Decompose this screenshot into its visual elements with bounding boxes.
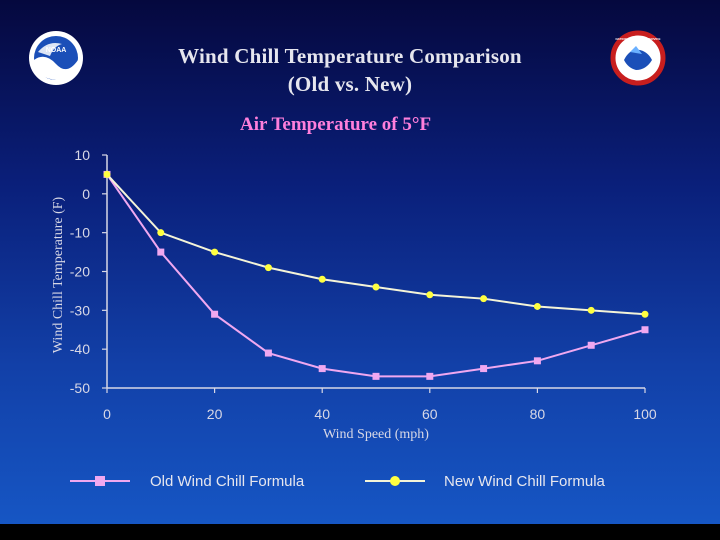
data-point-square [211,310,219,318]
x-axis-label: Wind Speed (mph) [323,427,429,442]
data-point-square [641,326,649,334]
chart-title-line1: Wind Chill Temperature Comparison [178,44,522,68]
data-point-square [587,341,595,349]
data-point-square [426,372,434,380]
data-point-circle [103,170,111,178]
legend-item-new: New Wind Chill Formula [365,473,606,490]
x-tick-label: 60 [422,406,438,422]
data-point-circle [533,302,541,310]
data-point-circle [318,275,326,283]
y-tick-label: -20 [70,264,90,280]
data-point-circle [587,306,595,314]
y-axis-label: Wind Chill Temperature (F) [51,196,66,353]
x-tick-label: 100 [633,406,657,422]
x-tick-label: 20 [207,406,223,422]
legend-label: Old Wind Chill Formula [150,473,305,490]
y-tick-label: -50 [70,380,90,396]
y-tick-label: -30 [70,302,90,318]
chart-axes: 100-10-20-30-40-500 20 40 60 80 100 [70,147,657,422]
series-line [106,173,646,378]
nws-logo: NATIONAL WEATHER SERVICE [610,30,666,86]
x-tick-label: 80 [530,406,546,422]
chart-subtitle: Air Temperature of 5°F [240,114,432,135]
y-tick-label: 0 [82,186,90,202]
data-point-square [480,365,488,373]
noaa-logo: NOAA [29,31,83,85]
nws-logo-text: NATIONAL WEATHER SERVICE [616,37,661,41]
series-old [103,170,649,380]
legend-marker-circle [390,476,400,486]
data-point-square [372,372,380,380]
chart-legend: Old Wind Chill Formula New Wind Chill For… [70,473,606,490]
data-point-circle [211,248,219,256]
series-line [106,173,646,316]
y-tick-label: -10 [70,225,90,241]
x-tick-label: 0 [103,406,111,422]
y-tick-label: 10 [74,147,90,163]
noaa-logo-text: NOAA [46,47,67,54]
data-point-circle [264,264,272,272]
data-point-square [264,349,272,357]
bottom-bar [0,524,720,540]
data-point-circle [157,229,165,237]
data-point-circle [480,295,488,303]
series-new [103,170,649,318]
data-point-square [533,357,541,365]
legend-item-old: Old Wind Chill Formula [70,473,305,490]
data-point-circle [426,291,434,299]
slide-background: NOAA NATIONAL WEATHER SERVICE Wind Chill… [0,0,720,524]
data-point-square [318,365,326,373]
legend-label: New Wind Chill Formula [444,473,606,490]
y-tick-label: -40 [70,341,90,357]
chart-series [103,170,649,380]
data-point-circle [641,310,649,318]
data-point-square [157,248,165,256]
x-tick-label: 40 [314,406,330,422]
line-chart: 100-10-20-30-40-500 20 40 60 80 100 Wind Chil… [51,147,657,490]
chart-title-line2: (Old vs. New) [287,72,413,96]
legend-marker-square [95,476,105,486]
data-point-circle [372,283,380,291]
